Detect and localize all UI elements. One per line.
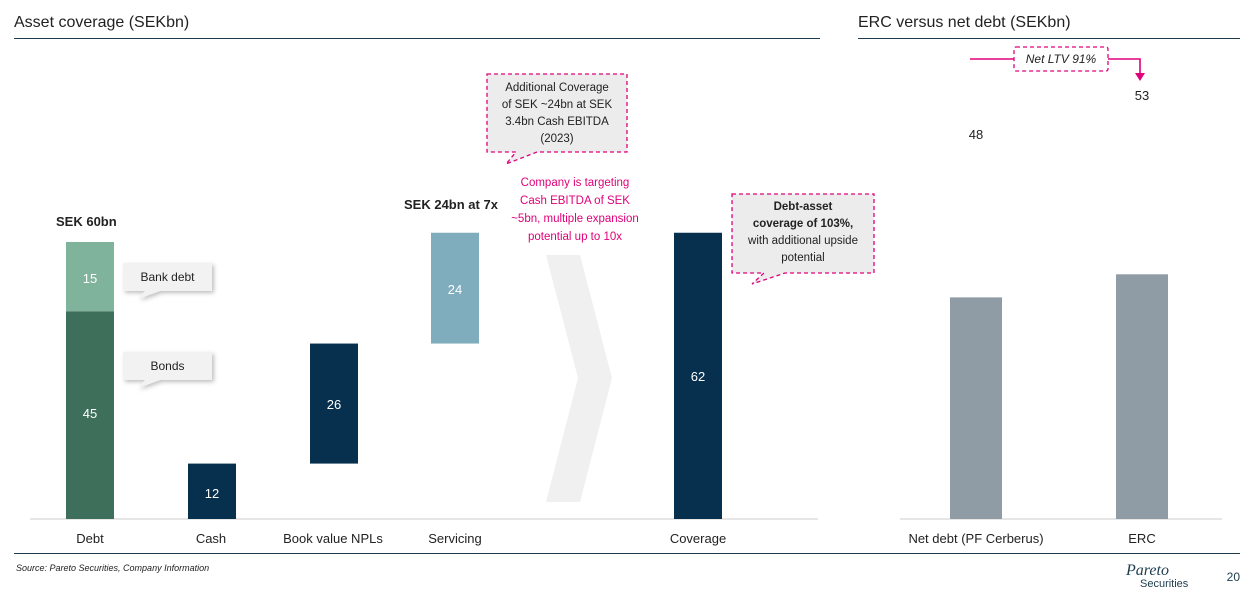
- data-label-coverage: 62: [690, 369, 706, 384]
- debt-asset-line-3: with additional upside: [748, 235, 858, 247]
- data-label-servicing: 24: [447, 282, 463, 297]
- category-label-cash: Cash: [195, 531, 227, 546]
- category-label-npls: Book value NPLs: [283, 531, 383, 546]
- company-targeting-line-1: Company is targeting: [520, 177, 630, 189]
- additional-coverage-callout: Additional Coverage of SEK ~24bn at SEK …: [487, 80, 627, 148]
- debt-asset-callout: Debt-asset coverage of 103%, with additi…: [732, 199, 874, 267]
- additional-coverage-line-1: Additional Coverage: [505, 82, 609, 94]
- bar-net-debt: [950, 297, 1002, 519]
- servicing-note: SEK 24bn at 7x: [404, 197, 498, 212]
- data-label-erc: 53: [1134, 88, 1150, 103]
- right-chart-title: ERC versus net debt (SEKbn): [858, 14, 1071, 31]
- chevron-arrow-icon: [546, 255, 612, 502]
- bar-erc: [1116, 274, 1168, 519]
- left-title-rule: [14, 38, 820, 39]
- bonds-callout-label: Bonds: [150, 359, 185, 373]
- page-number: 20: [1226, 570, 1240, 584]
- data-label-npls: 26: [326, 397, 342, 412]
- category-label-net-debt: Net debt (PF Cerberus): [908, 531, 1044, 546]
- category-label-debt: Debt: [76, 531, 104, 546]
- debt-asset-line-2: coverage of 103%,: [752, 218, 854, 230]
- debt-asset-line-4: potential: [781, 252, 825, 264]
- right-title-rule: [858, 38, 1240, 39]
- category-label-coverage: Coverage: [669, 531, 727, 546]
- debt-asset-line-1: Debt-asset: [773, 201, 833, 213]
- bar-book-value-npls: [310, 343, 358, 464]
- debt-total-callout: SEK 60bn: [56, 214, 117, 229]
- bank-debt-callout-label: Bank debt: [140, 270, 195, 284]
- additional-coverage-line-4: (2023): [540, 133, 574, 145]
- source-note: Source: Pareto Securities, Company Infor…: [16, 563, 210, 573]
- net-ltv-label: Net LTV 91%: [1025, 52, 1097, 66]
- bar-coverage: [674, 232, 722, 519]
- data-label-cash: 12: [204, 486, 220, 501]
- category-label-erc: ERC: [1128, 531, 1156, 546]
- data-label-bank-debt: 15: [82, 271, 98, 286]
- data-label-bonds: 45: [82, 406, 98, 421]
- footer-rule: [14, 553, 1240, 554]
- logo-line-1: Pareto: [1126, 562, 1169, 579]
- bar-servicing: [431, 232, 479, 344]
- data-label-net-debt: 48: [968, 127, 984, 142]
- company-targeting-note: Company is targeting Cash EBITDA of SEK …: [490, 174, 660, 246]
- bar-debt-bank-debt: [66, 241, 114, 312]
- company-targeting-line-4: potential up to 10x: [528, 231, 622, 243]
- company-targeting-line-2: Cash EBITDA of SEK: [520, 195, 630, 207]
- left-chart-title: Asset coverage (SEKbn): [14, 14, 190, 31]
- category-label-servicing: Servicing: [428, 531, 482, 546]
- additional-coverage-line-2: of SEK ~24bn at SEK: [501, 99, 613, 111]
- logo-line-2: Securities: [1140, 578, 1189, 590]
- additional-coverage-line-3: 3.4bn Cash EBITDA: [505, 116, 609, 128]
- company-targeting-line-3: ~5bn, multiple expansion: [511, 213, 639, 225]
- bar-debt-bonds: [66, 311, 114, 519]
- bar-cash: [188, 463, 236, 519]
- pareto-logo: Pareto Securities: [1126, 562, 1188, 590]
